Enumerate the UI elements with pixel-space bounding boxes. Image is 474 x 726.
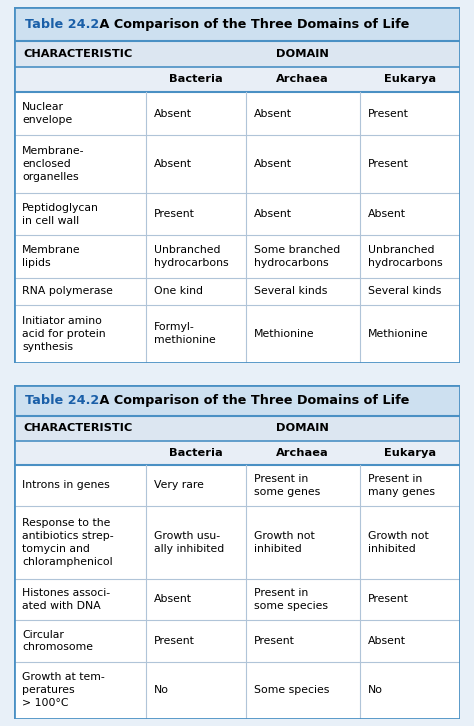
Text: Present in
some genes: Present in some genes	[254, 474, 320, 497]
Text: Membrane-
enclosed
organelles: Membrane- enclosed organelles	[22, 146, 85, 182]
Text: Methionine: Methionine	[367, 329, 428, 339]
Text: Present: Present	[367, 108, 409, 118]
Text: Table 24.2: Table 24.2	[25, 394, 100, 407]
Text: DOMAIN: DOMAIN	[276, 49, 329, 59]
Text: Growth at tem-
peratures
> 100°C: Growth at tem- peratures > 100°C	[22, 672, 105, 708]
Text: Membrane
lipids: Membrane lipids	[22, 245, 81, 268]
Text: RNA polymerase: RNA polymerase	[22, 286, 113, 296]
Text: Present: Present	[254, 636, 295, 646]
Text: Initiator amino
acid for protein
synthesis: Initiator amino acid for protein synthes…	[22, 316, 106, 351]
Text: Very rare: Very rare	[154, 481, 203, 490]
Text: CHARACTERISTIC: CHARACTERISTIC	[23, 423, 132, 433]
Text: Present: Present	[367, 595, 409, 604]
Bar	[14, 417, 460, 441]
Text: Bacteria: Bacteria	[169, 447, 223, 457]
Text: Formyl-
methionine: Formyl- methionine	[154, 322, 215, 346]
Text: Present in
some species: Present in some species	[254, 588, 328, 611]
Text: Unbranched
hydrocarbons: Unbranched hydrocarbons	[154, 245, 228, 268]
Text: Growth not
inhibited: Growth not inhibited	[254, 531, 315, 554]
Text: Absent: Absent	[154, 159, 191, 169]
Text: Methionine: Methionine	[254, 329, 315, 339]
Text: Eukarya: Eukarya	[383, 75, 436, 84]
Text: Present in
many genes: Present in many genes	[367, 474, 435, 497]
Text: Some branched
hydrocarbons: Some branched hydrocarbons	[254, 245, 340, 268]
Text: Absent: Absent	[154, 108, 191, 118]
Text: Response to the
antibiotics strep-
tomycin and
chloramphenicol: Response to the antibiotics strep- tomyc…	[22, 518, 114, 566]
Text: Eukarya: Eukarya	[383, 447, 436, 457]
Bar	[14, 441, 460, 465]
Text: Present: Present	[154, 636, 194, 646]
Bar	[14, 92, 460, 135]
Text: No: No	[154, 685, 169, 696]
Text: Absent: Absent	[154, 595, 191, 604]
Bar	[14, 579, 460, 620]
Text: Growth not
inhibited: Growth not inhibited	[367, 531, 428, 554]
Text: DOMAIN: DOMAIN	[276, 423, 329, 433]
Text: Circular
chromosome: Circular chromosome	[22, 629, 93, 653]
Text: CHARACTERISTIC: CHARACTERISTIC	[23, 49, 132, 59]
Text: Growth usu-
ally inhibited: Growth usu- ally inhibited	[154, 531, 224, 554]
Bar	[14, 620, 460, 661]
Text: Several kinds: Several kinds	[254, 286, 328, 296]
Bar	[14, 67, 460, 92]
Text: Present: Present	[154, 209, 194, 219]
Bar	[14, 661, 460, 719]
Bar	[14, 41, 460, 67]
Text: Absent: Absent	[367, 636, 406, 646]
Bar	[14, 235, 460, 278]
Text: Peptidoglycan
in cell wall: Peptidoglycan in cell wall	[22, 203, 99, 226]
Text: Present: Present	[367, 159, 409, 169]
Text: Absent: Absent	[254, 159, 292, 169]
Bar	[14, 7, 460, 41]
Text: Table 24.2: Table 24.2	[25, 17, 100, 30]
Text: Nuclear
envelope: Nuclear envelope	[22, 102, 73, 125]
Text: Unbranched
hydrocarbons: Unbranched hydrocarbons	[367, 245, 442, 268]
Text: Archaea: Archaea	[276, 75, 329, 84]
Text: No: No	[367, 685, 383, 696]
Text: Several kinds: Several kinds	[367, 286, 441, 296]
Text: Absent: Absent	[254, 108, 292, 118]
Bar	[14, 465, 460, 506]
Text: Absent: Absent	[254, 209, 292, 219]
Bar	[14, 305, 460, 363]
Bar	[14, 193, 460, 235]
Bar	[14, 506, 460, 579]
Bar	[14, 278, 460, 305]
Text: Absent: Absent	[367, 209, 406, 219]
Text: A Comparison of the Three Domains of Life: A Comparison of the Three Domains of Lif…	[95, 17, 409, 30]
Text: Archaea: Archaea	[276, 447, 329, 457]
Text: A Comparison of the Three Domains of Life: A Comparison of the Three Domains of Lif…	[95, 394, 409, 407]
Text: One kind: One kind	[154, 286, 203, 296]
Bar	[14, 385, 460, 417]
Text: Introns in genes: Introns in genes	[22, 481, 110, 490]
Text: Histones associ-
ated with DNA: Histones associ- ated with DNA	[22, 588, 110, 611]
Bar	[14, 135, 460, 193]
Text: Bacteria: Bacteria	[169, 75, 223, 84]
Text: Some species: Some species	[254, 685, 329, 696]
